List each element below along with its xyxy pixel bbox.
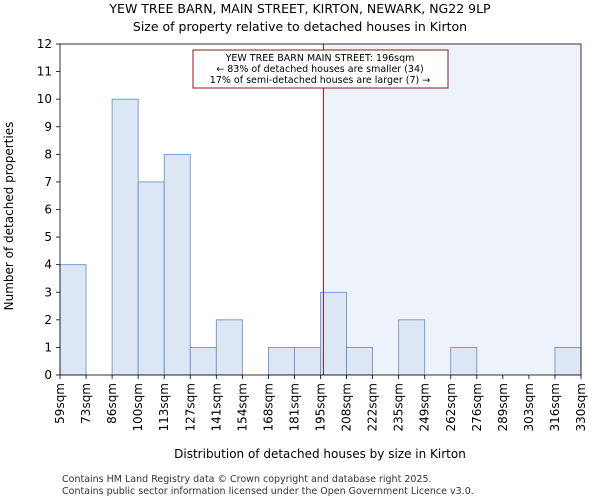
y-tick-label: 10 xyxy=(37,92,52,106)
y-tick-label: 12 xyxy=(37,37,52,51)
x-tick-label: 289sqm xyxy=(496,383,510,431)
bar xyxy=(137,181,165,376)
annotation-line-2: ← 83% of detached houses are smaller (34… xyxy=(216,64,423,75)
y-tick-label: 9 xyxy=(44,120,52,134)
annotation-line-3: 17% of semi-detached houses are larger (… xyxy=(210,75,430,86)
y-tick-label: 5 xyxy=(44,230,52,244)
x-tick-label: 59sqm xyxy=(53,383,67,424)
bar xyxy=(163,153,191,376)
bar xyxy=(320,291,347,376)
annotation-border xyxy=(192,49,449,89)
y-axis-label: Number of detached properties xyxy=(2,122,16,311)
x-tick-label: 127sqm xyxy=(183,383,197,431)
bar xyxy=(294,347,321,376)
y-tick-label: 1 xyxy=(44,340,52,354)
bar xyxy=(346,347,373,376)
bar xyxy=(59,264,87,376)
x-tick-label: 141sqm xyxy=(209,383,223,431)
x-tick-label: 330sqm xyxy=(574,383,588,431)
x-tick-label: 262sqm xyxy=(444,383,458,431)
bar xyxy=(189,347,217,376)
y-tick-label: 7 xyxy=(44,175,52,189)
bars xyxy=(59,98,582,376)
bar xyxy=(267,347,295,376)
x-tick-label: 208sqm xyxy=(340,383,354,431)
x-tick-label: 86sqm xyxy=(105,383,119,424)
y-tick-label: 3 xyxy=(44,285,52,299)
bar xyxy=(554,347,582,376)
footer-line-2: Contains public sector information licen… xyxy=(62,486,474,497)
x-axis-label: Distribution of detached houses by size … xyxy=(174,447,466,461)
x-tick-label: 100sqm xyxy=(131,383,145,431)
x-tick-label: 249sqm xyxy=(418,383,432,431)
x-tick-label: 154sqm xyxy=(235,383,249,431)
x-tick-label: 235sqm xyxy=(392,383,406,431)
chart-subtitle: Size of property relative to detached ho… xyxy=(133,19,467,34)
x-tick-label: 276sqm xyxy=(470,383,484,431)
y-tick-label: 8 xyxy=(44,147,52,161)
x-tick-label: 222sqm xyxy=(366,383,380,431)
bar xyxy=(111,98,139,376)
bar xyxy=(398,319,426,376)
bar xyxy=(450,347,478,376)
x-tick-label: 316sqm xyxy=(548,383,562,431)
footer-line-1: Contains HM Land Registry data © Crown c… xyxy=(62,474,432,485)
annotation-box: YEW TREE BARN MAIN STREET: 196sqm ← 83% … xyxy=(192,49,449,89)
annotation-line-1: YEW TREE BARN MAIN STREET: 196sqm xyxy=(225,53,415,64)
y-tick-label: 4 xyxy=(44,258,52,272)
x-tick-label: 195sqm xyxy=(314,383,328,431)
chart-title: YEW TREE BARN, MAIN STREET, KIRTON, NEWA… xyxy=(108,1,491,16)
x-tick-label: 113sqm xyxy=(157,383,171,431)
x-axis: 59sqm 73sqm 86sqm 100sqm 113sqm 127sqm 141sqm 1… xyxy=(53,375,588,431)
y-tick-label: 0 xyxy=(44,368,52,382)
x-tick-label: 303sqm xyxy=(522,383,536,431)
x-tick-label: 181sqm xyxy=(287,383,301,431)
highlight-region xyxy=(323,44,581,375)
bar xyxy=(215,319,243,376)
y-tick-label: 2 xyxy=(44,313,52,327)
x-tick-label: 73sqm xyxy=(79,383,93,424)
y-tick-label: 6 xyxy=(44,203,52,217)
x-tick-label: 168sqm xyxy=(261,383,275,431)
y-tick-label: 11 xyxy=(37,65,52,79)
